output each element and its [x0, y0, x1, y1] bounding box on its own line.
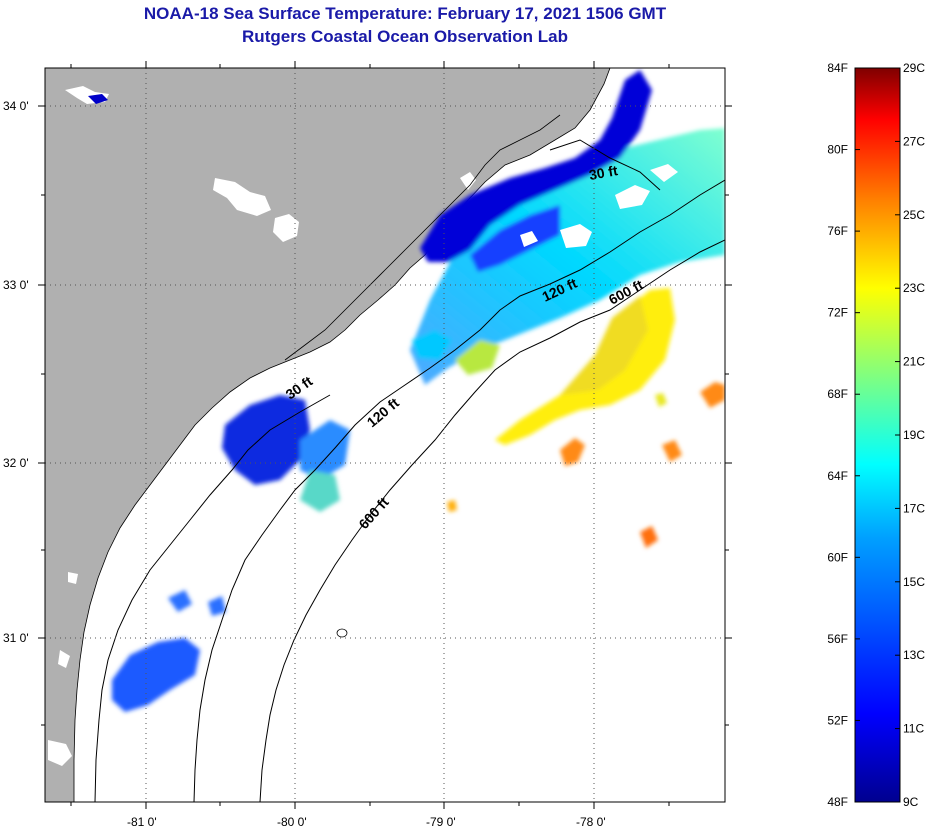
colorbar-f-label: 48F	[827, 795, 848, 809]
colorbar-celsius-ticks: 29C 27C 25C 23C 21C 19C 17C 15C 13C 11C 9C	[895, 61, 925, 809]
lat-label-31: 31 0'	[3, 631, 29, 645]
colorbar-f-label: 60F	[827, 550, 848, 564]
colorbar-c-label: 23C	[903, 281, 925, 295]
map-grid	[45, 68, 725, 802]
land-area	[45, 68, 611, 802]
cloud-mask	[520, 164, 678, 248]
contour-120ft	[193, 179, 725, 802]
lon-label-80: -80 0'	[277, 815, 307, 829]
map-title: NOAA-18 Sea Surface Temperature: Februar…	[143, 4, 667, 23]
colorbar-c-label: 9C	[903, 795, 919, 809]
colorbar-c-label: 15C	[903, 575, 925, 589]
colorbar-c-label: 29C	[903, 61, 925, 75]
lon-label-79: -79 0'	[426, 815, 456, 829]
map-ticks	[38, 61, 732, 809]
colorbar-f-label: 76F	[827, 224, 848, 238]
lat-label-33: 33 0'	[3, 278, 29, 292]
land-sst-speck	[88, 94, 108, 104]
colorbar-c-label: 17C	[903, 501, 925, 515]
small-contour	[336, 628, 348, 638]
colorbar-c-label: 25C	[903, 208, 925, 222]
colorbar-f-label: 72F	[827, 306, 848, 320]
colorbar-fahrenheit-ticks: 84F 80F 76F 72F 68F 64F 60F 56F 52F 48F	[827, 61, 860, 809]
map-border	[44, 67, 726, 803]
colorbar-f-label: 84F	[827, 61, 848, 75]
lon-label-81: -81 0'	[127, 815, 157, 829]
colorbar-c-label: 21C	[903, 355, 925, 369]
inner-shelf-line	[284, 114, 561, 361]
contour-30ft	[94, 139, 661, 802]
contour-600ft	[259, 239, 725, 802]
colorbar	[854, 67, 901, 803]
colorbar-c-label: 19C	[903, 428, 925, 442]
colorbar-c-label: 27C	[903, 134, 925, 148]
lat-label-32: 32 0'	[3, 456, 29, 470]
colorbar-f-label: 64F	[827, 469, 848, 483]
colorbar-f-label: 56F	[827, 632, 848, 646]
colorbar-c-label: 13C	[903, 648, 925, 662]
lat-label-34: 34 0'	[3, 99, 29, 113]
map-subtitle: Rutgers Coastal Ocean Observation Lab	[242, 27, 568, 46]
colorbar-f-label: 68F	[827, 387, 848, 401]
lon-label-78: -78 0'	[576, 815, 606, 829]
colorbar-f-label: 52F	[827, 713, 848, 727]
colorbar-c-label: 11C	[903, 722, 924, 736]
colorbar-f-label: 80F	[827, 143, 848, 157]
contour-label-30ft-top: 30 ft	[588, 162, 619, 183]
